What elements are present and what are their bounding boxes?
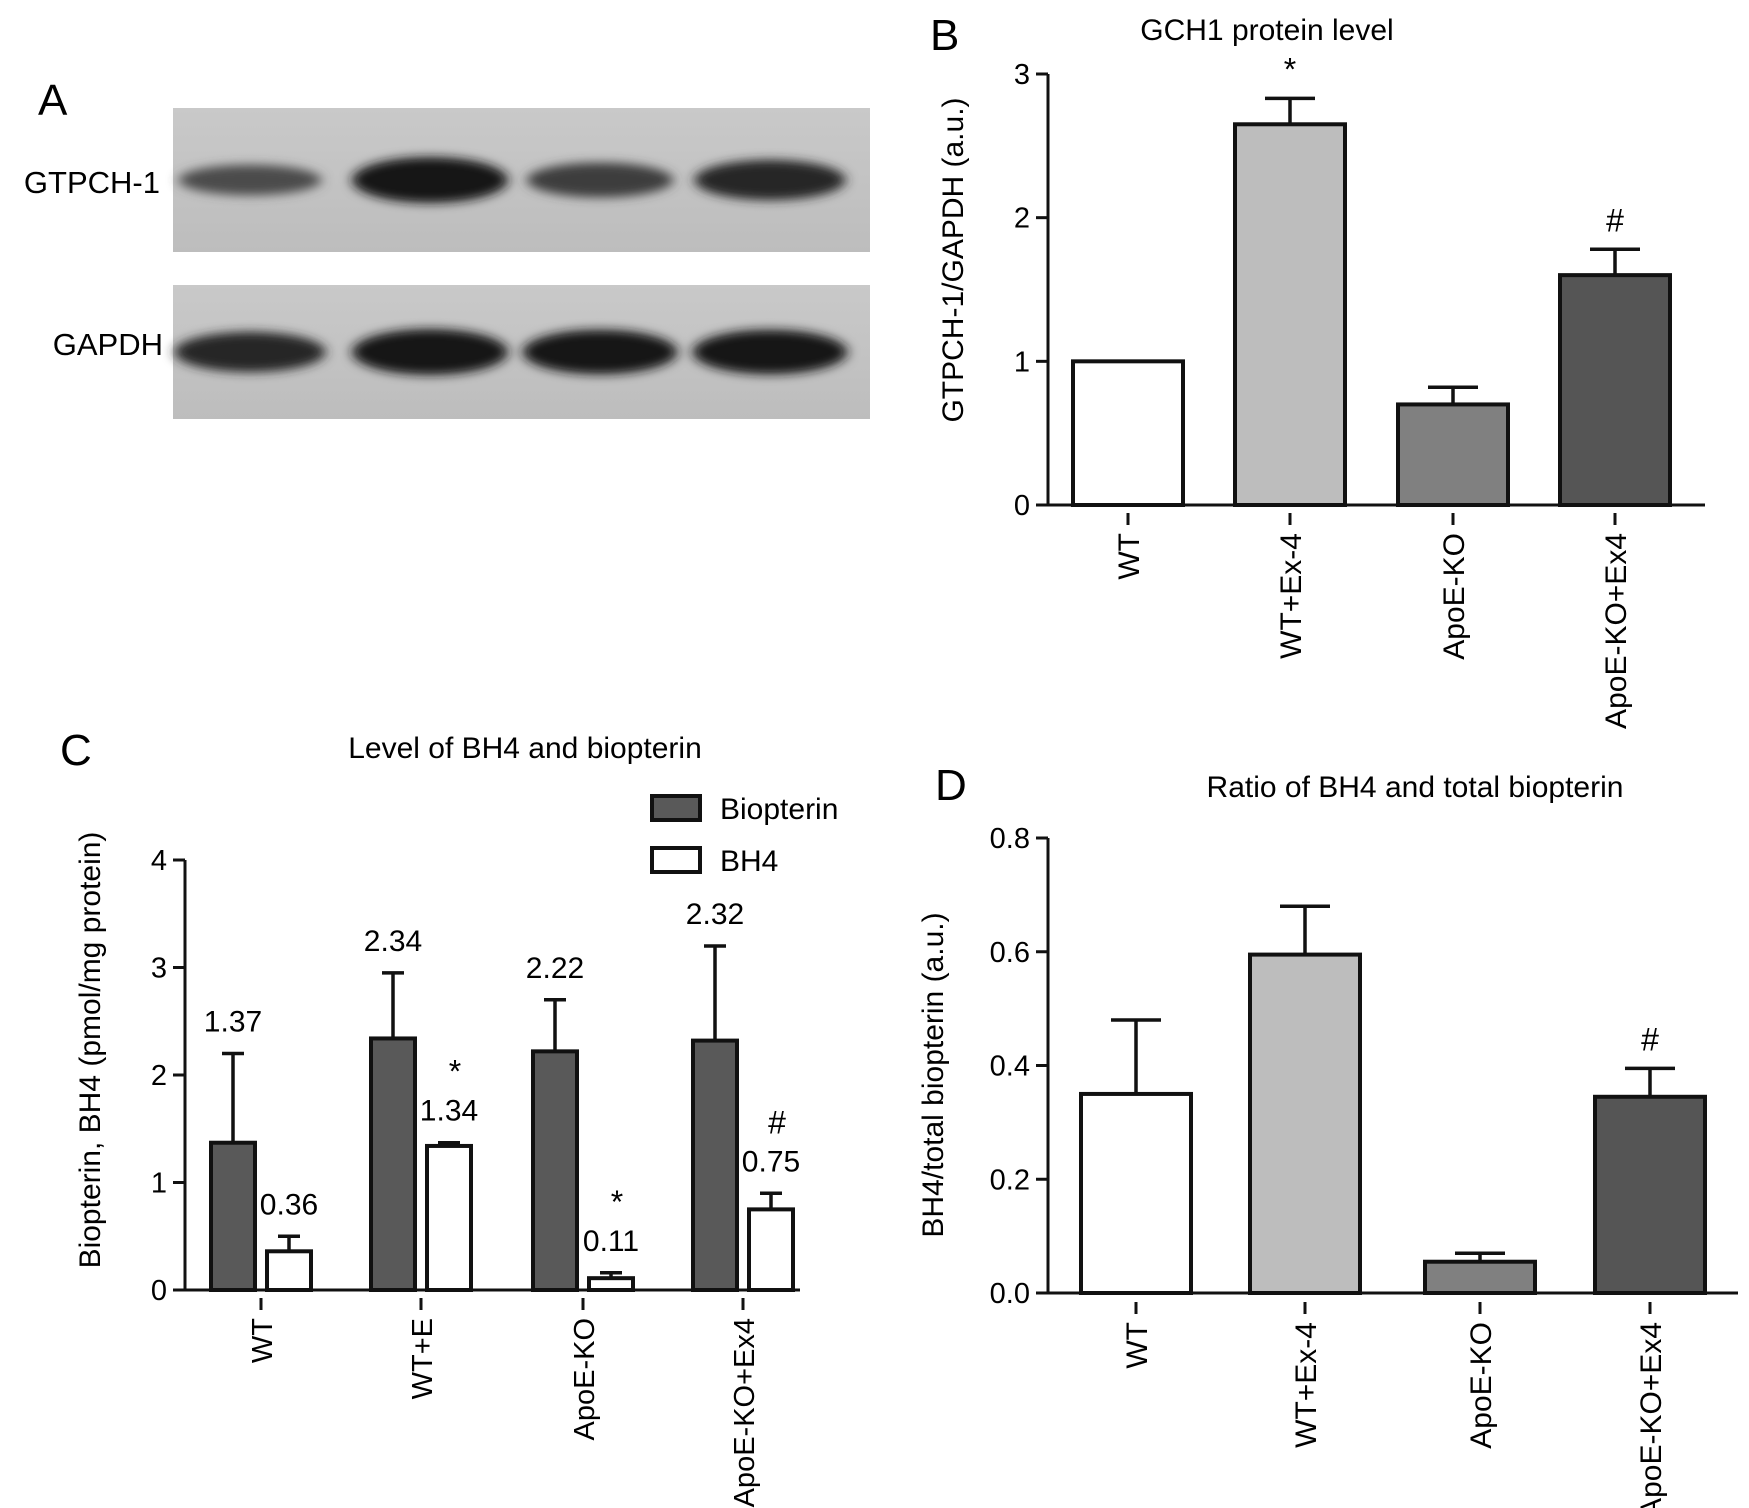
chart-b-ylabel: GTPCH-1/GAPDH (a.u.) (937, 97, 970, 422)
significance-marker: # (1606, 202, 1624, 238)
bar-2 (1233, 122, 1347, 508)
biopterin-bar-3 (531, 1049, 579, 1292)
biopterin-bar-4 (691, 1038, 739, 1292)
x-tick-label: ApoE-KO+Ex4 (1635, 1322, 1668, 1508)
data-label: 0.11 (583, 1225, 639, 1258)
significance-marker: * (449, 1054, 461, 1090)
panel-a: A GTPCH-1 GAPDH (24, 76, 870, 419)
legend-label-bh4: BH4 (720, 845, 778, 878)
bh4-bar-4 (747, 1207, 795, 1292)
blot-band-gtpch1-lane-4 (694, 159, 846, 201)
data-label: 1.37 (204, 1006, 262, 1039)
y-tick-label: 0 (151, 1275, 167, 1307)
y-tick-label: 0.0 (990, 1278, 1030, 1310)
chart-b-title: GCH1 protein level (1140, 14, 1393, 47)
blot-label-gapdh: GAPDH (53, 327, 163, 362)
bar-1 (1079, 1091, 1193, 1295)
significance-marker: # (768, 1104, 786, 1140)
data-label: 0.75 (742, 1145, 800, 1178)
x-tick-label: WT (247, 1318, 279, 1363)
data-label: 2.32 (686, 898, 744, 931)
x-tick-label: WT+E (407, 1318, 439, 1399)
chart-c: 0 1 2 3 4 1.37 2.34 2.22 2.32 0.36 1.34 * 0.11 * 0.75 #… (151, 793, 839, 1507)
data-label: 0.36 (260, 1188, 318, 1221)
panel-letter-a: A (38, 76, 68, 125)
y-tick-label: 1 (1014, 346, 1030, 378)
legend-swatch-biopterin (650, 794, 702, 822)
legend-label-biopterin: Biopterin (720, 793, 838, 826)
y-tick-label: 0.4 (990, 1051, 1030, 1083)
panel-d: D Ratio of BH4 and total biopterin BH4/t… (917, 761, 1738, 1508)
legend-swatch-bh4 (650, 846, 702, 874)
blot-band-gapdh-lane-4 (692, 329, 848, 375)
blot-band-gapdh-lane-2 (352, 329, 508, 375)
x-tick-label: ApoE-KO+Ex4 (1600, 533, 1633, 729)
x-tick-label: WT (1113, 533, 1146, 580)
y-tick-label: 0.2 (990, 1164, 1030, 1196)
blot-band-gtpch1-lane-3 (526, 162, 674, 198)
significance-marker: * (611, 1184, 623, 1220)
y-tick-label: 0.8 (990, 823, 1030, 855)
significance-marker: # (1641, 1021, 1659, 1057)
chart-d-ylabel: BH4/total biopterin (a.u.) (917, 912, 950, 1237)
data-label: 2.22 (526, 952, 584, 985)
y-tick-label: 0.6 (990, 937, 1030, 969)
y-tick-label: 2 (1014, 203, 1030, 235)
x-tick-label: ApoE-KO (569, 1318, 601, 1441)
bar-1 (1071, 359, 1185, 508)
chart-c-title: Level of BH4 and biopterin (348, 732, 702, 765)
bar-3 (1423, 1259, 1537, 1295)
x-tick-label: WT+Ex-4 (1275, 533, 1308, 659)
y-tick-label: 1 (151, 1168, 167, 1200)
blot-bands (174, 157, 848, 375)
blot-label-gtpch1: GTPCH-1 (24, 165, 160, 200)
blot-band-gapdh-lane-1 (174, 331, 326, 373)
bar-2 (1248, 952, 1362, 1295)
biopterin-bar-1 (209, 1140, 257, 1292)
biopterin-bar-2 (369, 1036, 417, 1292)
panel-c: C Level of BH4 and biopterin Biopterin, … (60, 726, 838, 1507)
panel-b: B GCH1 protein level GTPCH-1/GAPDH (a.u.… (930, 11, 1705, 729)
y-tick-label: 2 (151, 1060, 167, 1092)
bh4-bar-2 (425, 1143, 473, 1292)
x-tick-label: WT (1121, 1322, 1154, 1369)
chart-b: 0 1 2 3 * # WT WT+Ex-4 ApoE-KO ApoE-KO+Ex4 (1014, 51, 1705, 729)
bar-4 (1593, 1094, 1707, 1295)
legend: Biopterin BH4 (650, 793, 838, 878)
y-tick-label: 3 (1014, 59, 1030, 91)
x-tick-label: ApoE-KO+Ex4 (729, 1318, 761, 1507)
panel-letter-d: D (935, 761, 967, 810)
blot-band-gapdh-lane-3 (522, 329, 678, 375)
x-tick-label: ApoE-KO (1438, 533, 1471, 660)
x-tick-label: ApoE-KO (1465, 1322, 1498, 1449)
y-tick-label: 3 (151, 953, 167, 985)
blot-band-gtpch1-lane-1 (178, 164, 322, 196)
bh4-bar-3 (587, 1276, 635, 1293)
data-label: 1.34 (420, 1095, 478, 1128)
bh4-bar-1 (265, 1249, 313, 1293)
chart-c-ylabel: Biopterin, BH4 (pmol/mg protein) (74, 832, 107, 1269)
y-tick-label: 4 (151, 845, 167, 877)
bar-4 (1558, 273, 1672, 507)
panel-letter-b: B (930, 11, 959, 60)
significance-marker: * (1284, 51, 1296, 87)
chart-d: 0.0 0.2 0.4 0.6 0.8 # WT WT+Ex-4 ApoE-KO ApoE-KO+… (990, 823, 1738, 1508)
data-label: 2.34 (364, 925, 422, 958)
panel-letter-c: C (60, 726, 92, 775)
chart-d-title: Ratio of BH4 and total biopterin (1207, 771, 1624, 804)
blot-band-gtpch1-lane-2 (352, 157, 508, 203)
bar-3 (1396, 402, 1510, 507)
y-tick-label: 0 (1014, 490, 1030, 522)
x-tick-label: WT+Ex-4 (1290, 1322, 1323, 1448)
